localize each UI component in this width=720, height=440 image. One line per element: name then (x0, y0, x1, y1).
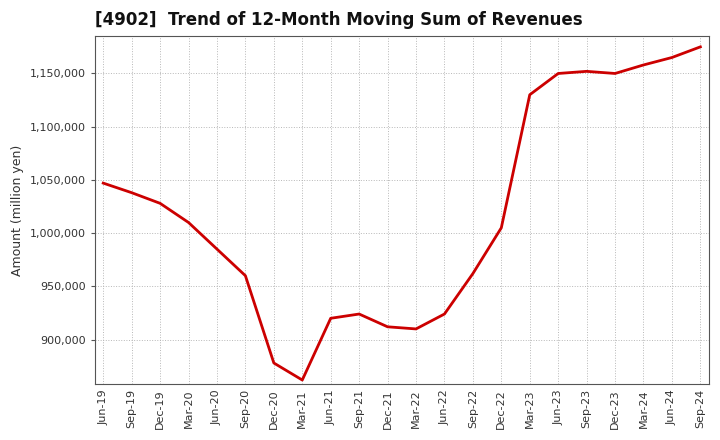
Y-axis label: Amount (million yen): Amount (million yen) (11, 145, 24, 276)
Text: [4902]  Trend of 12-Month Moving Sum of Revenues: [4902] Trend of 12-Month Moving Sum of R… (95, 11, 582, 29)
